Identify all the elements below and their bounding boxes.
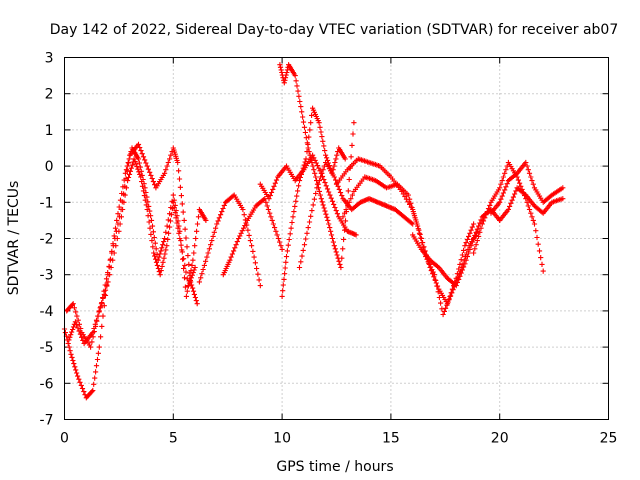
series-arc-11 — [340, 174, 481, 318]
plot-frame — [64, 57, 609, 420]
data-markers — [61, 62, 566, 401]
series-arc-13 — [471, 159, 546, 274]
series-arc-10 — [333, 156, 477, 307]
marker-trace — [333, 156, 477, 307]
marker-trace — [279, 105, 348, 299]
marker-trace — [66, 141, 200, 347]
y-tick-label: -1 — [40, 195, 54, 211]
marker-trace — [296, 159, 416, 271]
marker-trace — [471, 159, 546, 274]
series-arc-12 — [410, 206, 503, 289]
y-tick-label: -3 — [40, 268, 54, 284]
marker-trace — [410, 206, 503, 289]
x-tick-label: 5 — [169, 431, 178, 447]
x-tick-label: 0 — [60, 431, 69, 447]
series-arc-8 — [279, 105, 348, 299]
y-tick-labels: -7 -6 -5 -4 -3 -2 -1 0 1 2 3 — [40, 51, 54, 429]
series-arc-2 — [64, 156, 198, 350]
y-tick-label: 3 — [45, 51, 54, 67]
series-arc-3 — [66, 141, 200, 347]
series-arc-7 — [277, 62, 357, 271]
x-tick-labels: 0 5 10 15 20 25 — [60, 431, 617, 447]
series-arc-4 — [196, 192, 263, 289]
series-arc-14 — [488, 159, 566, 216]
x-tick-label: 25 — [600, 431, 618, 447]
series-arc-5 — [220, 196, 285, 278]
chart-title: Day 142 of 2022, Sidereal Day-to-day VTE… — [50, 22, 619, 38]
x-tick-label: 15 — [382, 431, 400, 447]
series-arc-15 — [497, 185, 566, 223]
marker-trace — [220, 196, 285, 278]
x-tick-label: 20 — [491, 431, 509, 447]
marker-trace — [340, 174, 481, 318]
marker-trace — [196, 192, 263, 289]
y-tick-label: -4 — [40, 304, 54, 320]
y-tick-label: 2 — [45, 87, 54, 103]
y-tick-label: -2 — [40, 232, 54, 248]
series-arc-9 — [296, 159, 416, 271]
y-tick-label: -5 — [40, 340, 54, 356]
marker-trace — [64, 156, 198, 350]
y-tick-label: 0 — [45, 159, 54, 175]
x-tick-label: 10 — [273, 431, 291, 447]
marker-trace — [497, 185, 566, 223]
grid-lines — [64, 57, 609, 420]
x-axis-label: GPS time / hours — [276, 459, 393, 475]
marker-trace — [488, 159, 566, 216]
y-tick-label: 1 — [45, 123, 54, 139]
y-tick-label: -7 — [40, 413, 54, 429]
y-axis-label: SDTVAR / TECUs — [6, 181, 22, 296]
y-tick-label: -6 — [40, 376, 54, 392]
marker-trace — [277, 62, 357, 271]
